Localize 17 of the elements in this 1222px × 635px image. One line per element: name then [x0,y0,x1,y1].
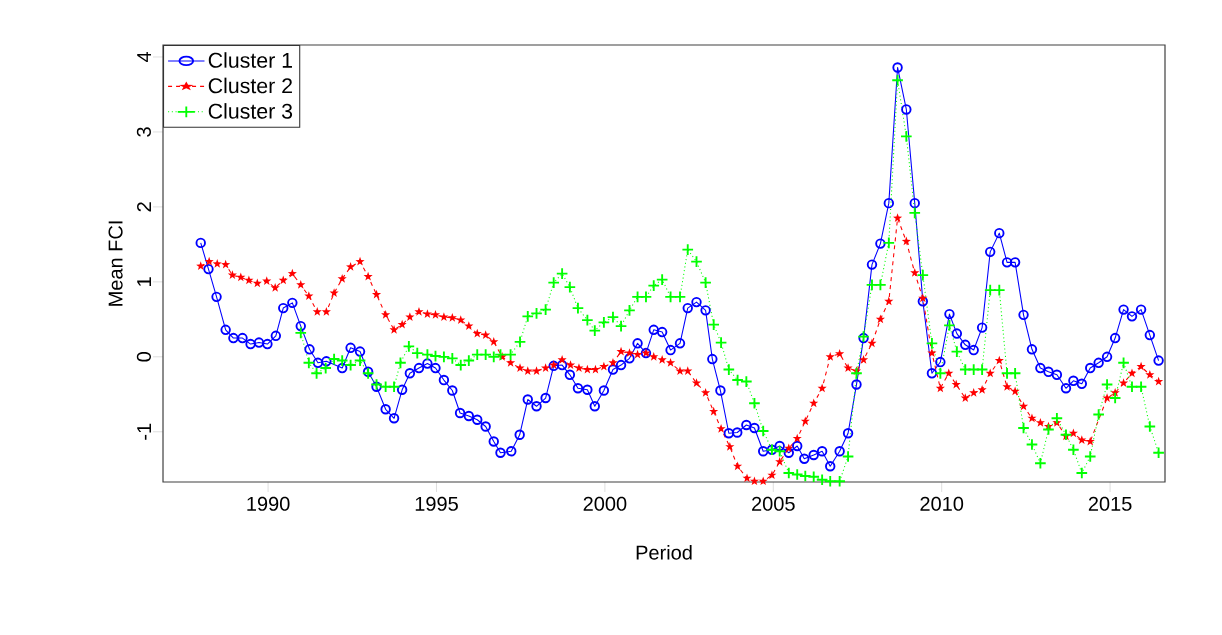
y-tick-label: 1 [137,277,151,286]
x-tick-label: 2010 [920,496,964,511]
y-tick-label: 2 [137,202,151,212]
y-tick-label: 0 [136,352,151,362]
y-axis-title: Mean FCI [108,221,123,306]
legend-label: Cluster 2 [208,77,292,94]
y-tick-label: 3 [136,127,151,137]
x-tick-label: 2015 [1088,496,1132,511]
x-axis-title: Period [636,545,692,560]
x-tick-label: 2005 [752,496,795,511]
x-tick-label: 1990 [247,496,290,511]
y-tick-label: -1 [137,423,151,440]
y-tick-label: 4 [137,52,151,63]
x-tick-label: 2000 [583,496,627,511]
x-tick-label: 1995 [415,496,458,511]
legend-label: Cluster 1 [208,52,292,68]
legend-label: Cluster 3 [208,103,293,119]
